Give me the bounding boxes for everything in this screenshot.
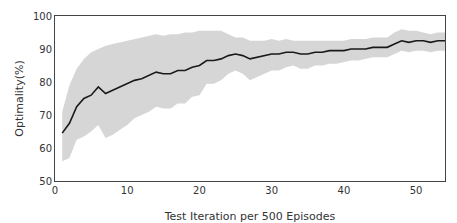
- svg-text:60: 60: [39, 143, 52, 154]
- svg-text:80: 80: [39, 77, 52, 88]
- svg-text:Optimality(%): Optimality(%): [13, 60, 26, 136]
- svg-text:0: 0: [52, 185, 58, 196]
- svg-text:40: 40: [338, 185, 351, 196]
- svg-text:20: 20: [193, 185, 206, 196]
- svg-text:50: 50: [39, 176, 52, 187]
- svg-text:30: 30: [265, 185, 278, 196]
- svg-text:70: 70: [39, 110, 52, 121]
- svg-text:Test Iteration per 500 Episode: Test Iteration per 500 Episodes: [164, 210, 336, 223]
- svg-text:90: 90: [39, 44, 52, 55]
- svg-text:50: 50: [410, 185, 423, 196]
- svg-text:100: 100: [33, 11, 52, 22]
- svg-text:10: 10: [121, 185, 134, 196]
